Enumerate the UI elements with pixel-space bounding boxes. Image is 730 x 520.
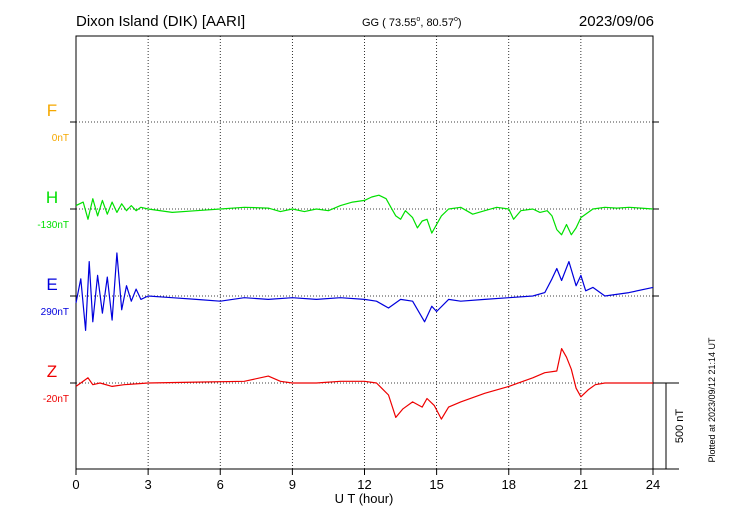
x-tick-label: 9 [289, 477, 296, 492]
x-tick-label: 24 [646, 477, 660, 492]
plot-date: 2023/09/06 [579, 13, 654, 30]
x-tick-label: 21 [574, 477, 588, 492]
x-axis-label: U T (hour) [335, 491, 394, 506]
component-name-z: Z [47, 362, 57, 381]
x-tick-label: 0 [72, 477, 79, 492]
scale-bar-label: 500 nT [674, 409, 686, 444]
trace-z [75, 348, 653, 420]
x-tick-label: 12 [357, 477, 371, 492]
scale-bar: 500 nT [653, 382, 686, 470]
trace-h [75, 194, 654, 236]
trace-e [75, 252, 654, 331]
component-name-e: E [46, 275, 57, 294]
station-coordinates: GG ( 73.55o, 80.57o) [362, 16, 462, 29]
component-traces [75, 194, 654, 420]
plotted-at-note: Plotted at 2023/09/12 21:14 UT [707, 337, 717, 463]
component-offset-h: -130nT [37, 220, 69, 231]
station-title: Dixon Island (DIK) [AARI] [76, 13, 245, 30]
x-axis-ticks: 0 3 6 9 12 15 18 21 24 [72, 469, 660, 492]
x-tick-label: 3 [145, 477, 152, 492]
x-tick-label: 6 [217, 477, 224, 492]
grid-lines [70, 36, 659, 469]
x-tick-label: 18 [502, 477, 516, 492]
component-offset-z: -20nT [43, 394, 69, 405]
x-tick-label: 15 [429, 477, 443, 492]
component-offset-e: 290nT [41, 307, 69, 318]
component-name-f: F [47, 101, 57, 120]
component-offset-f: 0nT [52, 133, 69, 144]
component-labels: F 0nT H -130nT E 290nT Z -20nT [37, 101, 69, 405]
component-name-h: H [46, 188, 58, 207]
